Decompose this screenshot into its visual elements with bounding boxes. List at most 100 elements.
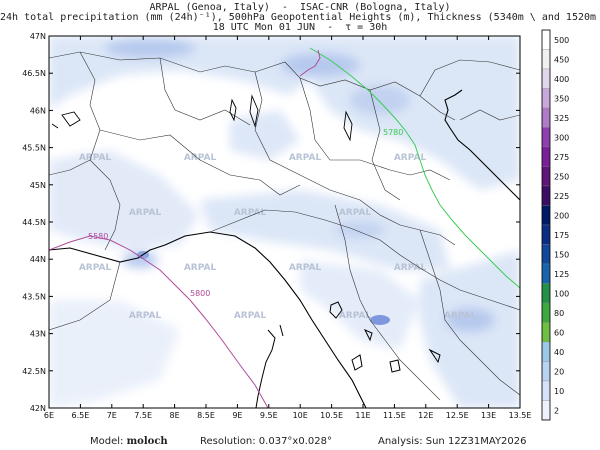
- arpal-watermark: ARPAL: [289, 153, 322, 163]
- lat-tick-label: 44N: [30, 255, 46, 264]
- lat-tick-label: 46N: [30, 106, 46, 115]
- colorbar-swatch: [541, 166, 551, 187]
- lat-tick-label: 43N: [30, 330, 46, 339]
- colorbar-swatch: [541, 283, 551, 304]
- colorbar-swatch: [541, 322, 551, 343]
- lon-tick-label: 8.5E: [197, 411, 215, 420]
- header-line-1: ARPAL (Genoa, Italy) - ISAC-CNR (Bologna…: [149, 2, 451, 13]
- colorbar-frame: [541, 29, 551, 421]
- lon-tick-label: 13E: [481, 411, 496, 420]
- colorbar-swatch: [541, 341, 551, 362]
- corsica-island: [255, 324, 284, 408]
- colorbar-label: 20: [554, 367, 564, 376]
- colorbar: 500 450 400 350 325 300 275 250 225 200 175 150 125 1…: [541, 29, 569, 421]
- colorbar-label: 350: [554, 94, 569, 103]
- colorbar-swatch: [541, 127, 551, 148]
- lon-tick-label: 6E: [44, 411, 54, 420]
- arpal-watermark: ARPAL: [79, 263, 112, 273]
- colorbar-swatch: [541, 380, 551, 401]
- footer-model-label: Model:: [90, 436, 124, 447]
- borders: [49, 51, 520, 401]
- header-line-3: 18 UTC Mon 01 JUN - τ = 30h: [212, 22, 388, 33]
- colorbar-swatch: [541, 88, 551, 109]
- lon-tick-label: 8E: [170, 411, 180, 420]
- lat-tick-label: 45N: [30, 181, 46, 190]
- lon-tick-label: 7E: [107, 411, 117, 420]
- lat-tick-label: 42N: [30, 404, 46, 413]
- lon-tick-label: 10.5E: [320, 411, 343, 420]
- colorbar-swatch: [541, 146, 551, 167]
- colorbar-swatch: [541, 68, 551, 89]
- contour-label-5780: 5780: [383, 128, 403, 137]
- arpal-watermark: ARPAL: [339, 208, 372, 218]
- arpal-watermark: ARPAL: [234, 311, 267, 321]
- colorbar-label: 40: [554, 348, 564, 357]
- lon-tick-label: 10E: [293, 411, 308, 420]
- watermarks: ARPAL ARPAL ARPAL ARPAL ARPAL ARPAL ARPAL ARPAL…: [79, 153, 477, 321]
- header-line-2: 24h total precipitation (mm (24h)⁻¹), 50…: [0, 12, 600, 23]
- arpal-watermark: ARPAL: [129, 311, 162, 321]
- colorbar-swatch: [541, 185, 551, 206]
- colorbar-label: 2: [554, 406, 559, 415]
- colorbar-label: 450: [554, 55, 569, 64]
- colorbar-swatch: [541, 302, 551, 323]
- colorbar-swatch: [541, 244, 551, 265]
- lon-tick-label: 12.5E: [446, 411, 469, 420]
- colorbar-swatch: [541, 400, 551, 421]
- lon-tick-label: 7.5E: [134, 411, 152, 420]
- arpal-watermark: ARPAL: [79, 153, 112, 163]
- arpal-watermark: ARPAL: [234, 208, 267, 218]
- contour-label-5580: 5580: [88, 232, 108, 241]
- lat-tick-label: 46.5N: [22, 69, 46, 78]
- colorbar-label: 150: [554, 250, 569, 259]
- contour-label-5800: 5800: [190, 289, 210, 298]
- colorbar-label: 125: [554, 270, 569, 279]
- lat-tick-label: 43.5N: [22, 292, 46, 301]
- arpal-watermark: ARPAL: [339, 311, 372, 321]
- lon-tick-label: 13.5E: [509, 411, 532, 420]
- arpal-watermark: ARPAL: [394, 153, 427, 163]
- lon-tick-label: 6.5E: [72, 411, 90, 420]
- thickness-contour-green: [309, 47, 520, 289]
- height-contour-magenta-north: [299, 49, 321, 77]
- precipitation-field: [49, 36, 520, 408]
- colorbar-swatch: [541, 224, 551, 245]
- colorbar-swatch: [541, 205, 551, 226]
- arpal-watermark: ARPAL: [184, 153, 217, 163]
- arpal-watermark: ARPAL: [444, 311, 477, 321]
- lon-tick-label: 9E: [232, 411, 242, 420]
- colorbar-label: 250: [554, 172, 569, 181]
- lat-tick-label: 44.5N: [22, 218, 46, 227]
- lon-tick-label: 12E: [418, 411, 433, 420]
- latitude-ticks: 47N 46.5N 46N 45.5N 45N 44.5N 44N 43.5N 43N 42.5N…: [22, 32, 520, 413]
- colorbar-label: 100: [554, 289, 569, 298]
- colorbar-label: 275: [554, 153, 569, 162]
- colorbar-swatch: [541, 263, 551, 284]
- footer-resolution: Resolution: 0.037°x0.028°: [200, 436, 332, 447]
- colorbar-label: 500: [554, 36, 569, 45]
- colorbar-label: 325: [554, 114, 569, 123]
- arpal-watermark: ARPAL: [184, 263, 217, 273]
- colorbar-label: 175: [554, 231, 569, 240]
- footer-model: Model: moloch: [90, 436, 168, 450]
- colorbar-swatch: [541, 361, 551, 382]
- lat-tick-label: 47N: [30, 32, 46, 41]
- height-contour-magenta-west: [49, 235, 269, 408]
- colorbar-swatch: [541, 29, 551, 50]
- colorbar-label: 225: [554, 192, 569, 201]
- colorbar-label: 60: [554, 328, 564, 337]
- arpal-watermark: ARPAL: [394, 263, 427, 273]
- arpal-watermark: ARPAL: [289, 263, 322, 273]
- colorbar-swatch: [541, 107, 551, 128]
- colorbar-label: 80: [554, 309, 564, 318]
- colorbar-swatch: [541, 49, 551, 70]
- colorbar-label: 400: [554, 75, 569, 84]
- footer-analysis: Analysis: Sun 12Z31MAY2026: [378, 436, 527, 447]
- coastline: [49, 89, 520, 408]
- lat-tick-label: 45.5N: [22, 144, 46, 153]
- footer-model-value: moloch: [126, 436, 168, 447]
- colorbar-label: 200: [554, 211, 569, 220]
- colorbar-label: 300: [554, 133, 569, 142]
- colorbar-label: 10: [554, 387, 564, 396]
